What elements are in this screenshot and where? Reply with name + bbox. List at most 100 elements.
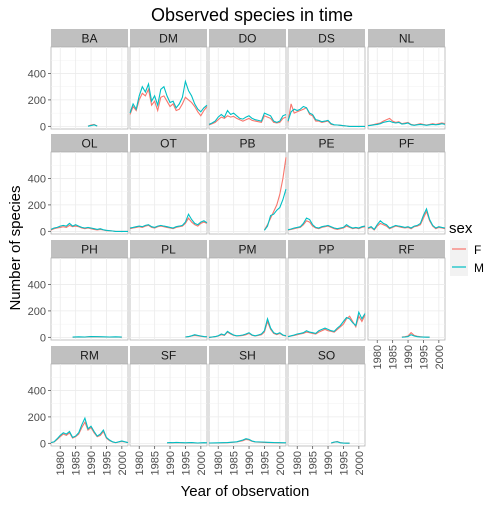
facet-ot: OT: [129, 134, 208, 245]
legend-label-f: F: [474, 243, 481, 257]
x-tick-label: 2000: [434, 345, 446, 369]
facet-strip: [288, 29, 365, 47]
x-tick-label: 1985: [388, 345, 400, 369]
series-line-m: [208, 438, 287, 444]
x-tick-label: 1990: [403, 345, 415, 369]
x-tick-label: 1980: [372, 345, 384, 369]
facet-strip: [368, 134, 445, 152]
x-tick-label: 1990: [323, 451, 335, 475]
x-tick-label: 1980: [213, 451, 225, 475]
y-tick-label: 0: [40, 121, 46, 133]
y-tick-label: 400: [28, 173, 46, 185]
facet-so: SO 1980 1985 1990 1995 2000: [287, 346, 366, 475]
facet-strip-label: DO: [239, 32, 257, 46]
facet-strip: [209, 29, 286, 47]
y-tick-label: 400: [28, 385, 46, 397]
facet-strip: [209, 240, 286, 258]
x-axis-label: Year of observation: [181, 483, 310, 500]
facet-panel: [208, 257, 287, 341]
series-line-m: [401, 334, 430, 338]
x-tick-label: 1985: [308, 451, 320, 475]
facet-strip: [288, 240, 365, 258]
facet-pl: PL: [129, 240, 208, 351]
x-tick-label: 2000: [117, 451, 129, 475]
facet-rm: RM 0 200 400 1980 1985 1990 1995 2000: [28, 346, 129, 475]
facet-strip: [209, 346, 286, 364]
facet-grid: BA 0 200 400 DM DO DS NL OL 0 200 400 OT PB PE PF PH 0 200…: [28, 29, 446, 475]
series-line-m: [208, 109, 287, 125]
series-line-f: [129, 217, 208, 230]
facet-strip-label: RF: [399, 243, 415, 257]
facet-panel: [367, 151, 446, 235]
legend: sex F M: [449, 220, 484, 276]
facet-panel: [50, 257, 129, 341]
series-line-m: [367, 120, 446, 127]
x-tick-label: 1980: [292, 451, 304, 475]
y-tick-label: 0: [40, 226, 46, 238]
series-line-m: [129, 79, 208, 114]
facet-strip-label: SO: [318, 349, 335, 363]
x-tick-label: 1985: [229, 451, 241, 475]
facet-panel: [129, 363, 208, 447]
y-tick-label: 200: [28, 95, 46, 107]
y-tick-label: 200: [28, 200, 46, 212]
facet-strip: [51, 29, 128, 47]
series-line-m: [263, 188, 287, 231]
series-line-f: [367, 117, 446, 127]
facet-strip-label: RM: [80, 349, 99, 363]
facet-panel: [208, 151, 287, 235]
facet-ds: DS: [287, 29, 366, 140]
series-line-m: [287, 105, 365, 127]
series-line-f: [129, 87, 208, 117]
x-tick-label: 1980: [55, 451, 67, 475]
x-tick-label: 1990: [86, 451, 98, 475]
facet-dm: DM: [129, 29, 208, 140]
facet-rf: RF 1980 1985 1990 1995 2000: [367, 240, 446, 369]
facet-nl: NL: [367, 29, 446, 140]
facet-sh: SH 1980 1985 1990 1995 2000: [208, 346, 287, 475]
x-tick-label: 1995: [338, 451, 350, 475]
facet-strip-label: PL: [161, 243, 176, 257]
facet-strip: [288, 346, 365, 364]
legend-title: sex: [449, 220, 473, 237]
facet-panel: [129, 46, 208, 130]
facet-strip: [288, 134, 365, 152]
facet-strip-label: OT: [160, 137, 177, 151]
facet-strip: [368, 29, 445, 47]
facet-pe: PE: [287, 134, 366, 245]
x-tick-label: 1995: [101, 451, 113, 475]
facet-pm: PM: [208, 240, 287, 351]
facet-panel: [367, 257, 446, 341]
facet-panel: [287, 257, 366, 341]
series-line-m: [330, 441, 350, 444]
facet-panel: [50, 151, 129, 235]
facet-strip-label: PF: [399, 137, 414, 151]
y-tick-label: 200: [28, 412, 46, 424]
facet-strip-label: BA: [81, 32, 97, 46]
facet-strip-label: PM: [239, 243, 257, 257]
facet-panel: [50, 46, 129, 130]
facet-strip-label: DS: [318, 32, 335, 46]
y-tick-label: 400: [28, 68, 46, 80]
facet-sf: SF 1980 1985 1990 1995 2000: [129, 346, 208, 475]
facet-panel: [208, 363, 287, 447]
series-line-m: [208, 316, 287, 338]
y-tick-label: 0: [40, 332, 46, 344]
x-tick-label: 2000: [196, 451, 208, 475]
facet-strip: [209, 134, 286, 152]
series-line-m: [87, 124, 98, 127]
facet-do: DO: [208, 29, 287, 140]
facet-strip-label: PB: [239, 137, 255, 151]
legend-label-m: M: [474, 261, 484, 275]
series-line-m: [287, 217, 366, 231]
series-line-m: [367, 207, 446, 231]
facet-pp: PP: [287, 240, 366, 351]
series-line-f: [287, 314, 366, 338]
y-tick-label: 400: [28, 279, 46, 291]
series-line-m: [185, 334, 208, 338]
facet-strip: [51, 346, 128, 364]
x-tick-label: 2000: [275, 451, 287, 475]
x-tick-label: 1990: [165, 451, 177, 475]
chart-title: Observed species in time: [151, 5, 353, 25]
